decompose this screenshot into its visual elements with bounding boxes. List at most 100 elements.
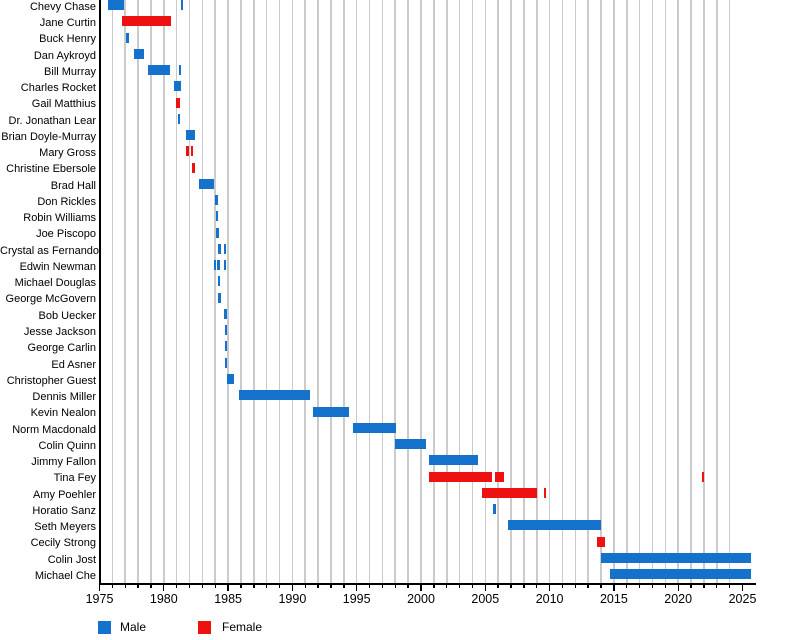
- year-gridline: [407, 0, 409, 583]
- timeline-mark-male: [224, 341, 228, 352]
- year-gridline: [163, 0, 165, 583]
- year-gridline: [214, 0, 217, 583]
- year-gridline: [150, 0, 152, 583]
- year-gridline: [201, 0, 204, 583]
- timeline-bar-female: [596, 536, 605, 547]
- x-tick-label: 2025: [728, 592, 757, 606]
- x-minor-tick: [278, 584, 281, 589]
- year-gridline: [535, 0, 538, 583]
- timeline-bar-male: [600, 552, 751, 563]
- timeline-bar-male: [239, 390, 310, 401]
- year-gridline: [433, 0, 435, 583]
- year-gridline: [651, 0, 654, 583]
- x-major-tick: [677, 584, 679, 591]
- year-gridline: [703, 0, 705, 583]
- x-minor-tick: [728, 584, 731, 589]
- row-label: Colin Jost: [47, 553, 96, 566]
- year-gridline: [265, 0, 268, 583]
- year-gridline: [253, 0, 255, 583]
- row-label: Joe Piscopo: [36, 228, 96, 241]
- timeline-bar-female: [494, 471, 504, 482]
- timeline-bar-male: [352, 422, 396, 433]
- row-label: Buck Henry: [39, 33, 96, 46]
- year-gridline: [613, 0, 615, 583]
- x-minor-tick: [381, 584, 384, 589]
- year-gridline: [420, 0, 422, 583]
- x-minor-tick: [471, 584, 474, 589]
- x-major-tick: [227, 584, 229, 591]
- year-gridline: [510, 0, 512, 583]
- year-gridline: [137, 0, 139, 583]
- year-gridline: [368, 0, 371, 583]
- timeline-bar-male: [508, 520, 602, 531]
- year-gridline: [394, 0, 397, 583]
- row-label: Dan Aykroyd: [33, 49, 96, 62]
- x-minor-tick: [253, 584, 255, 589]
- timeline-bar-female: [481, 487, 537, 498]
- year-gridline: [690, 0, 692, 583]
- timeline-bar-female: [176, 97, 180, 108]
- timeline-bar-female: [191, 162, 196, 173]
- x-minor-tick: [407, 584, 409, 589]
- timeline-bar-male: [609, 569, 751, 580]
- x-minor-tick: [536, 584, 538, 589]
- x-minor-tick: [433, 584, 435, 589]
- row-label: Dennis Miller: [32, 391, 96, 404]
- x-minor-tick: [188, 584, 191, 589]
- x-tick-label: 2010: [535, 592, 564, 606]
- year-gridline: [484, 0, 487, 583]
- year-gridline: [497, 0, 499, 583]
- year-gridline: [548, 0, 551, 583]
- timeline-bar-male: [174, 81, 181, 92]
- year-gridline: [355, 0, 358, 583]
- x-minor-tick: [664, 584, 667, 589]
- row-label: Norm Macdonald: [12, 423, 96, 436]
- x-minor-tick: [240, 584, 242, 589]
- row-label: Edwin Newman: [19, 260, 96, 273]
- timeline-mark-male: [218, 292, 221, 303]
- x-minor-tick: [317, 584, 319, 589]
- row-label: Horatio Sanz: [32, 504, 96, 517]
- timeline-mark-male: [126, 32, 129, 43]
- timeline-mark-male: [216, 227, 219, 238]
- x-minor-tick: [330, 584, 332, 589]
- row-label: Ed Asner: [51, 358, 96, 371]
- row-label: Colin Quinn: [38, 439, 96, 452]
- year-gridline: [471, 0, 474, 583]
- row-label: Bob Uecker: [38, 309, 96, 322]
- year-gridline: [677, 0, 679, 583]
- year-gridline: [574, 0, 577, 583]
- x-tick-label: 1975: [85, 592, 114, 606]
- y-axis-line: [99, 0, 101, 583]
- row-label: Amy Poehler: [33, 488, 96, 501]
- x-minor-tick: [304, 584, 306, 589]
- year-gridline: [227, 0, 229, 583]
- row-label: Bill Murray: [44, 65, 96, 78]
- x-tick-label: 1980: [149, 592, 178, 606]
- timeline-mark-male: [224, 325, 227, 336]
- timeline-bar-female: [429, 471, 492, 482]
- x-minor-tick: [651, 584, 654, 589]
- row-label: Don Rickles: [37, 195, 96, 208]
- timeline-bar-male: [217, 243, 221, 254]
- x-tick-label: 2000: [407, 592, 435, 606]
- x-major-tick: [613, 584, 615, 591]
- year-gridline: [715, 0, 718, 583]
- timeline-mark-male: [215, 211, 219, 222]
- x-tick-label: 1995: [342, 592, 371, 606]
- year-gridline: [587, 0, 589, 583]
- timeline-bar-male: [107, 0, 125, 10]
- year-gridline: [317, 0, 319, 583]
- year-gridline: [124, 0, 126, 583]
- timeline-bar-male: [394, 439, 426, 450]
- x-minor-tick: [626, 584, 628, 589]
- row-label: Robin Williams: [23, 212, 96, 225]
- x-minor-tick: [638, 584, 641, 589]
- timeline-bar-male: [199, 178, 215, 189]
- timeline-mark-male: [224, 260, 227, 271]
- year-gridline: [458, 0, 461, 583]
- year-gridline: [664, 0, 667, 583]
- row-label: Michael Douglas: [14, 277, 96, 290]
- timeline-mark-male: [180, 0, 183, 10]
